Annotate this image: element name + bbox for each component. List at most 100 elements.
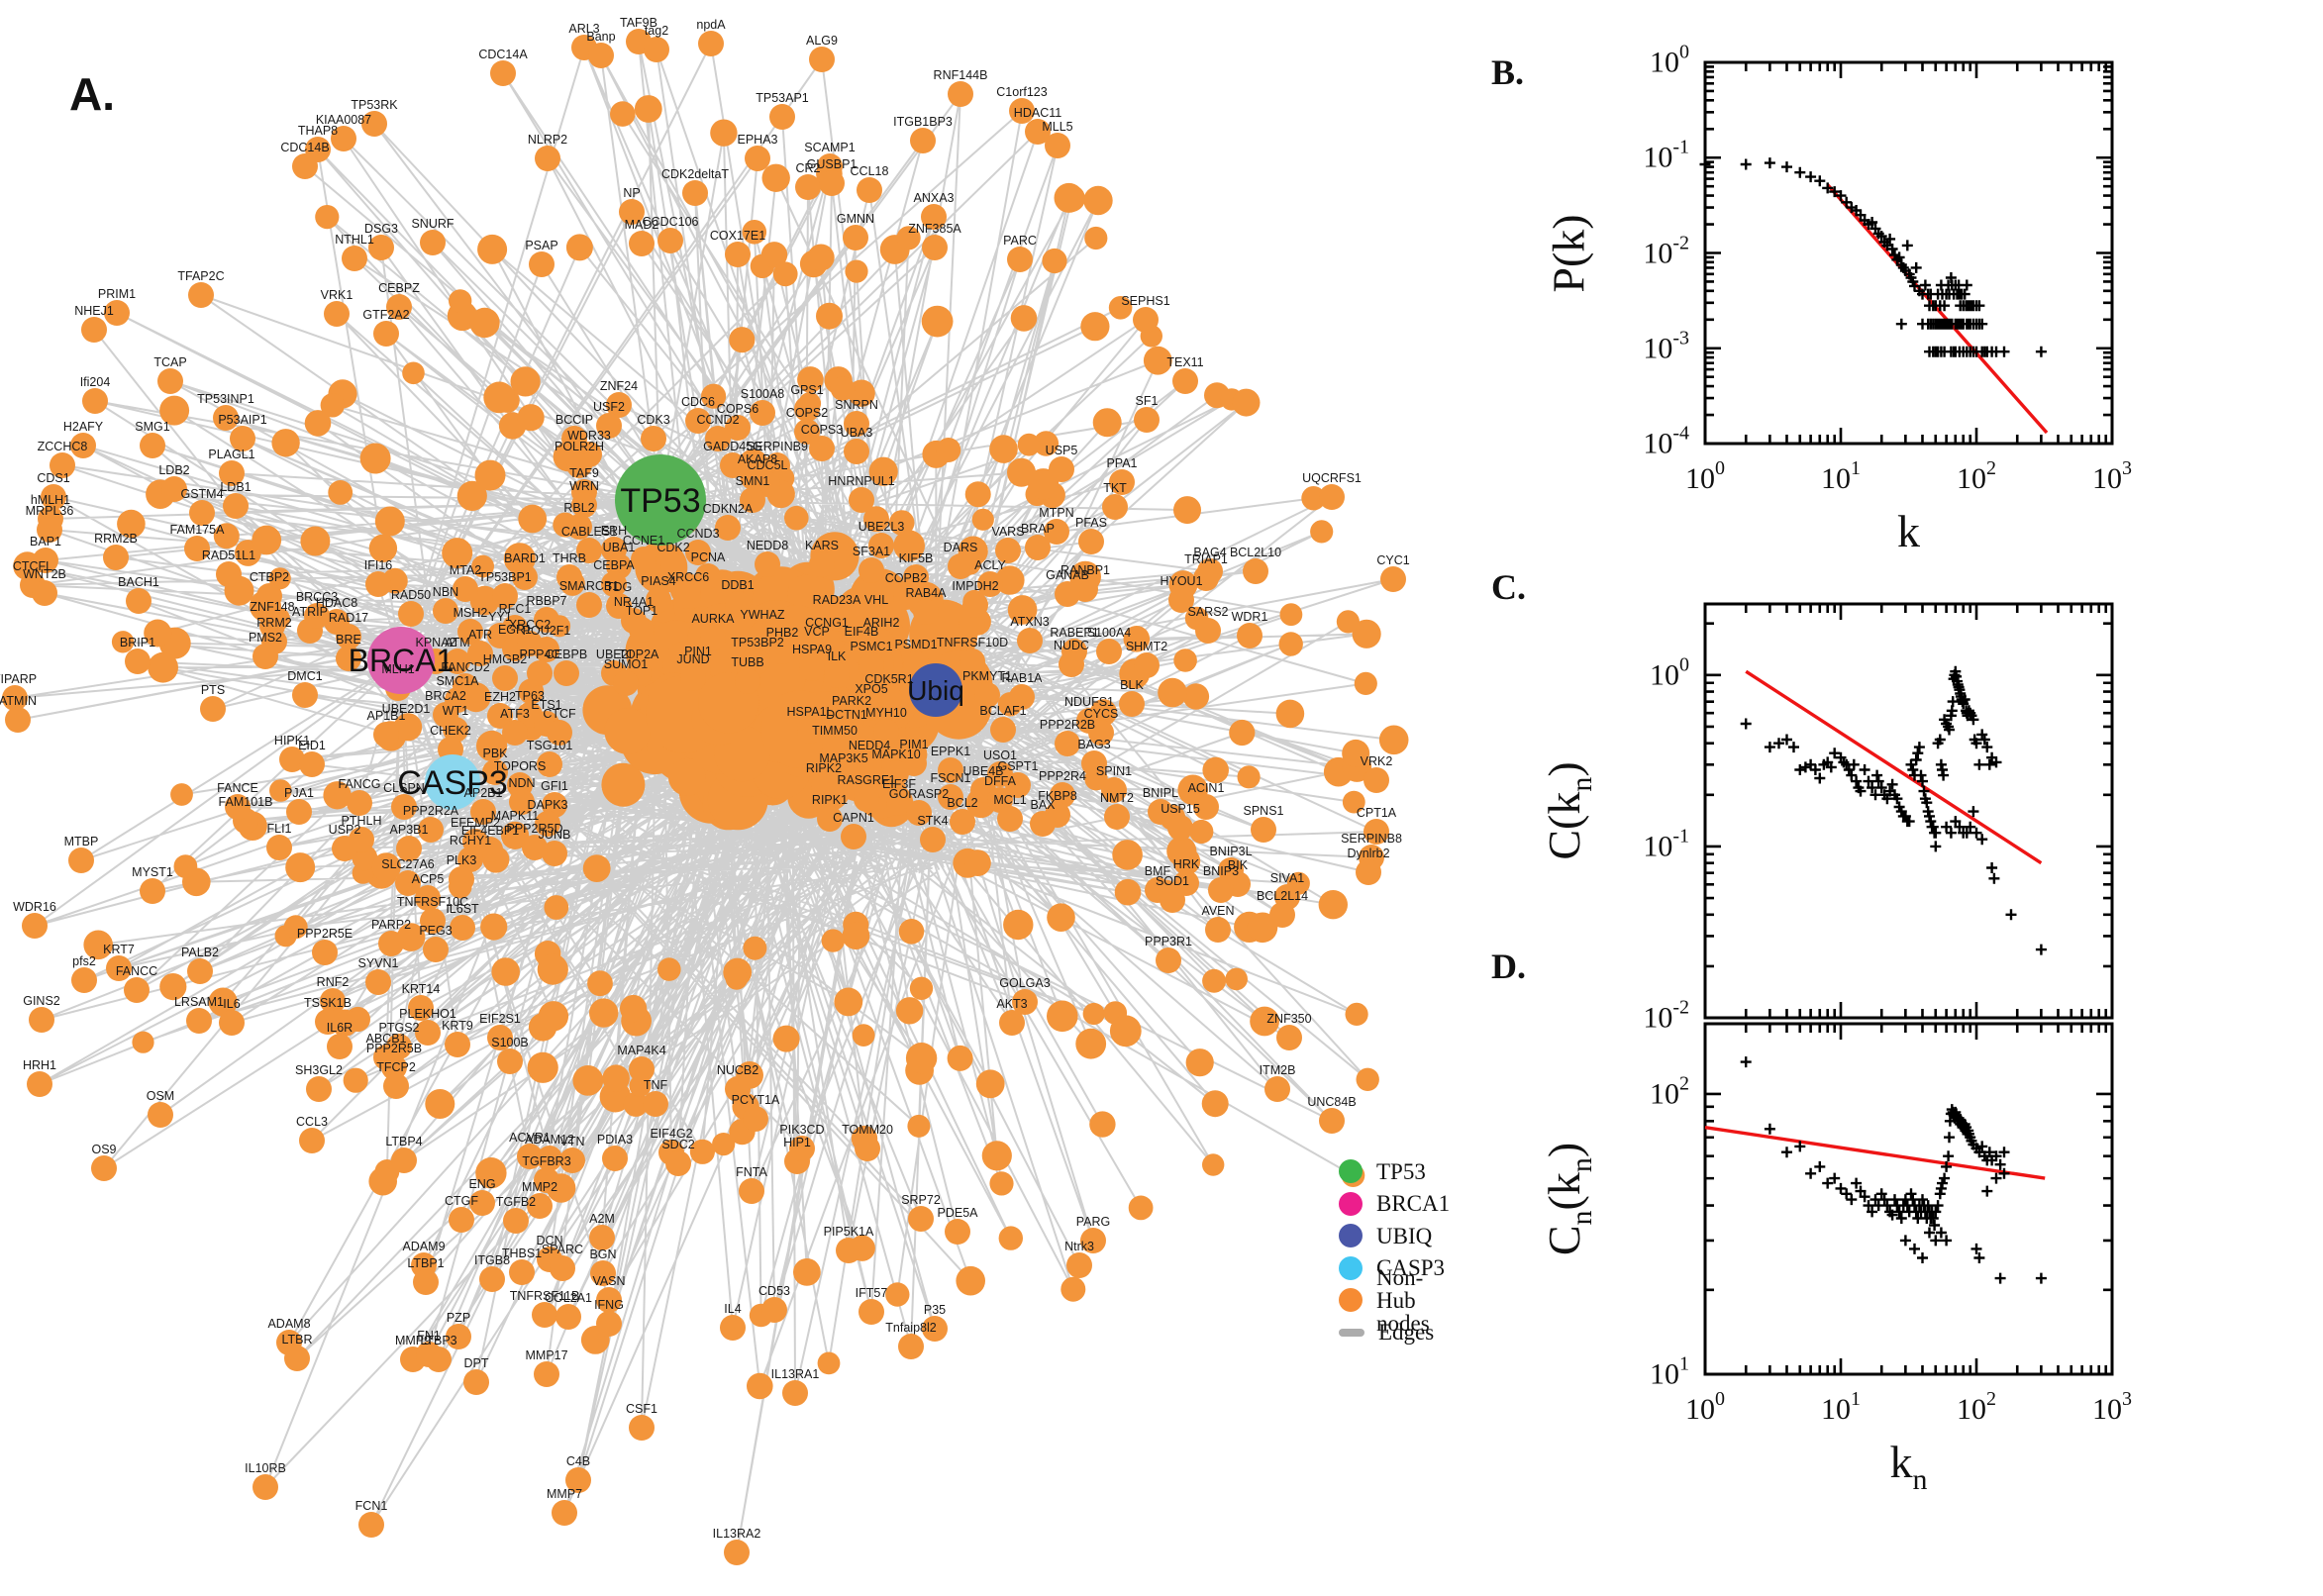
network-node xyxy=(502,822,528,848)
network-node-label: RASGRF1 xyxy=(837,773,895,787)
network-node-label: FNTA xyxy=(736,1165,767,1179)
network-node xyxy=(300,526,331,556)
y-tick-label: 100 xyxy=(1650,653,1689,692)
network-node xyxy=(304,603,330,629)
network-node xyxy=(634,95,662,123)
network-node-label: COL2A1 xyxy=(545,1291,592,1305)
network-node-label: LTBP3 xyxy=(420,1334,456,1347)
network-node xyxy=(1243,558,1268,584)
network-node-label: PDE5A xyxy=(938,1206,979,1220)
network-node xyxy=(1104,804,1130,830)
network-node xyxy=(1364,819,1389,845)
network-node-label: BACH1 xyxy=(118,575,159,589)
network-node xyxy=(1005,772,1031,798)
network-node xyxy=(445,648,470,674)
network-node-label: BCLAF1 xyxy=(979,704,1026,718)
network-node xyxy=(292,682,318,708)
network-node xyxy=(1158,677,1187,708)
network-node xyxy=(602,1146,628,1171)
network-node-label: MAD2 xyxy=(625,218,659,232)
network-node-label: VRK1 xyxy=(321,288,354,302)
network-node-label: TSG101 xyxy=(527,739,573,752)
network-node xyxy=(910,128,936,153)
network-node-label: SEPHS1 xyxy=(1121,294,1169,308)
network-node-label: IFNG xyxy=(594,1298,624,1312)
network-node xyxy=(1134,407,1160,433)
network-node xyxy=(857,177,882,203)
network-node-label: PARP2 xyxy=(371,918,411,932)
network-node xyxy=(365,571,391,597)
plot-frame xyxy=(1703,602,2114,1020)
network-node xyxy=(589,998,619,1028)
network-node-label: EIF3F xyxy=(882,777,916,791)
network-node-label: TOMM20 xyxy=(842,1123,893,1137)
network-node xyxy=(453,576,478,602)
network-node-label: BIK xyxy=(1228,858,1249,872)
network-node xyxy=(1128,1195,1154,1221)
network-node xyxy=(449,866,474,892)
network-node xyxy=(22,913,48,939)
network-node xyxy=(320,393,345,418)
network-node-label: CDK2deltaT xyxy=(661,167,729,181)
network-node-label: SRP72 xyxy=(901,1193,941,1207)
network-node-label: BRCC3 xyxy=(296,590,338,604)
network-node xyxy=(644,37,669,62)
y-tick-label: 10-1 xyxy=(1643,136,1689,174)
network-node-label: BCL2L10 xyxy=(1230,546,1281,559)
network-node-label: PEG3 xyxy=(419,924,452,938)
network-node xyxy=(467,641,493,666)
network-node xyxy=(695,563,721,589)
network-node-label: CDC14A xyxy=(478,48,528,61)
network-node xyxy=(712,1133,736,1156)
network-node xyxy=(284,1346,310,1371)
network-node xyxy=(868,533,894,558)
network-node xyxy=(922,1316,948,1342)
network-node xyxy=(256,583,282,609)
network-node-label: USP15 xyxy=(1161,802,1200,816)
network-node xyxy=(565,1467,591,1493)
network-node-label: UBE2L3 xyxy=(858,520,905,534)
network-node xyxy=(797,718,823,744)
network-node-label: KPNA2 xyxy=(416,636,456,649)
network-node-label: USP2 xyxy=(329,823,361,837)
network-node xyxy=(450,915,475,941)
network-node xyxy=(883,760,909,786)
network-node xyxy=(1318,890,1349,920)
legend-label: BRCA1 xyxy=(1376,1191,1451,1216)
network-node-label: YY1 xyxy=(488,610,512,624)
network-node xyxy=(769,104,795,130)
network-node-label: AP1B1 xyxy=(367,709,406,723)
y-axis-label: Cn(kn) xyxy=(1539,1142,1598,1256)
network-node xyxy=(1089,1111,1116,1138)
network-node-label: DARS xyxy=(944,541,978,554)
network-node xyxy=(1172,368,1198,394)
network-node-label: CDC14B xyxy=(280,141,329,154)
network-node xyxy=(1232,388,1261,417)
network-node xyxy=(576,592,602,618)
network-node-label: HYOU1 xyxy=(1160,574,1202,588)
network-node xyxy=(822,737,848,762)
network-node-label: AKAP8 xyxy=(738,452,777,466)
network-node-label: MLH1 xyxy=(381,662,414,676)
network-node xyxy=(219,1010,245,1036)
network-node-label: BAP1 xyxy=(30,535,61,549)
network-node-label: CD53 xyxy=(758,1284,790,1298)
x-tick-label: 102 xyxy=(1957,457,1996,495)
network-node xyxy=(213,523,240,549)
network-node xyxy=(921,204,947,230)
network-node xyxy=(32,580,57,606)
network-node-label: VHL xyxy=(864,593,888,607)
network-node xyxy=(359,443,391,474)
network-node xyxy=(418,817,444,843)
network-node-label: EIF2S1 xyxy=(479,1012,521,1026)
network-node-label: BNIP3 xyxy=(1203,864,1239,878)
network-node xyxy=(445,1032,470,1057)
network-node-label: PALB2 xyxy=(181,946,219,959)
network-node xyxy=(1075,1028,1107,1059)
network-node xyxy=(975,1069,1005,1099)
network-node xyxy=(187,958,213,984)
network-node xyxy=(590,1260,616,1286)
network-node xyxy=(532,1302,557,1328)
network-node-label: CEBPZ xyxy=(378,281,420,295)
network-node xyxy=(1134,652,1160,678)
